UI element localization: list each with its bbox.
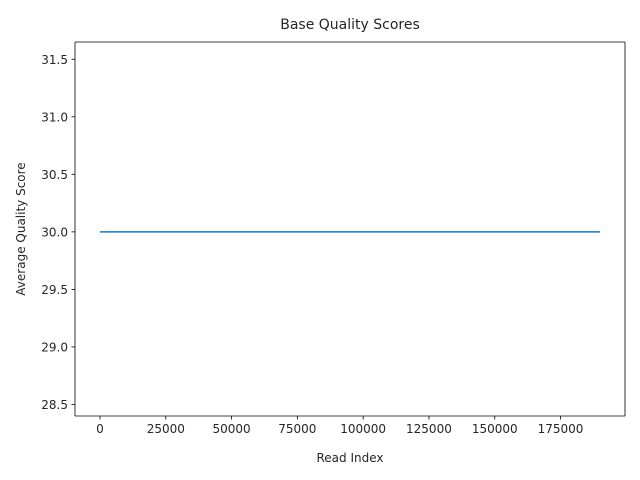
y-tick-label: 29.5 bbox=[41, 283, 68, 297]
y-axis-label: Average Quality Score bbox=[14, 162, 28, 295]
x-tick-label: 75000 bbox=[278, 422, 316, 436]
x-axis-label: Read Index bbox=[316, 451, 383, 465]
plot-background bbox=[75, 42, 625, 416]
y-tick-label: 31.5 bbox=[41, 53, 68, 67]
chart-title: Base Quality Scores bbox=[280, 17, 420, 33]
axes-frame bbox=[74, 41, 626, 417]
x-axis-ticks: 0 25000 50000 75000 100000 125000 150000 175000 bbox=[96, 416, 583, 436]
x-tick-label: 150000 bbox=[472, 422, 518, 436]
y-tick-label: 30.0 bbox=[41, 225, 68, 239]
plot-area bbox=[75, 42, 625, 416]
y-tick-label: 28.5 bbox=[41, 398, 68, 412]
y-tick-label: 29.0 bbox=[41, 340, 68, 354]
x-tick-label: 175000 bbox=[538, 422, 584, 436]
y-tick-label: 30.5 bbox=[41, 168, 68, 182]
x-tick-label: 50000 bbox=[212, 422, 250, 436]
x-tick-label: 25000 bbox=[147, 422, 185, 436]
x-tick-label: 100000 bbox=[340, 422, 386, 436]
y-tick-label: 31.0 bbox=[41, 110, 68, 124]
x-tick-label: 125000 bbox=[406, 422, 452, 436]
x-tick-label: 0 bbox=[96, 422, 104, 436]
y-axis-ticks: 28.5 29.0 29.5 30.0 30.5 31.0 31.5 bbox=[41, 53, 75, 412]
